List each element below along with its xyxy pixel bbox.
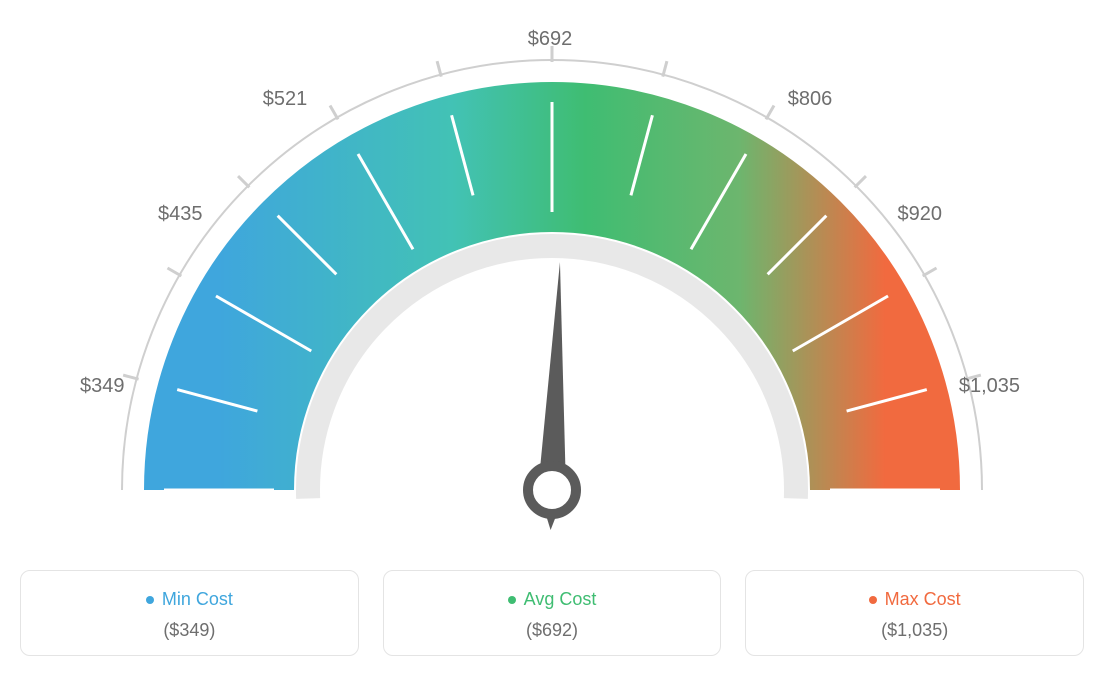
svg-text:$920: $920 (898, 203, 943, 225)
svg-text:$806: $806 (788, 88, 833, 110)
dot-max (869, 596, 877, 604)
dot-avg (508, 596, 516, 604)
legend-card-min: Min Cost ($349) (20, 570, 359, 656)
legend-card-max: Max Cost ($1,035) (745, 570, 1084, 656)
legend-value-avg: ($692) (394, 620, 711, 641)
svg-text:$521: $521 (263, 88, 308, 110)
cost-gauge-chart: $349 $435 $521 $692 $806 $920 $1,035 Min Cost … (20, 20, 1084, 656)
legend-value-max: ($1,035) (756, 620, 1073, 641)
legend-label-min: Min Cost (162, 589, 233, 610)
svg-text:$1,035: $1,035 (959, 375, 1020, 397)
legend-label-avg: Avg Cost (524, 589, 597, 610)
legend-card-avg: Avg Cost ($692) (383, 570, 722, 656)
legend-value-min: ($349) (31, 620, 348, 641)
gauge-dial: $349 $435 $521 $692 $806 $920 $1,035 (20, 20, 1084, 560)
dot-min (146, 596, 154, 604)
svg-text:$692: $692 (528, 28, 573, 50)
legend-row: Min Cost ($349) Avg Cost ($692) Max Cost… (20, 570, 1084, 656)
legend-label-max: Max Cost (885, 589, 961, 610)
svg-text:$435: $435 (158, 203, 203, 225)
svg-text:$349: $349 (80, 375, 125, 397)
